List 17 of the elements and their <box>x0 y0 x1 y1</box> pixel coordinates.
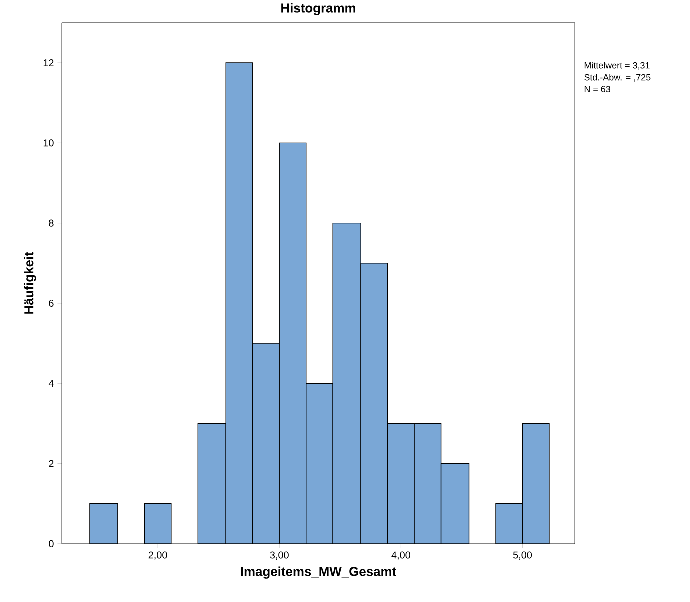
x-tick-label: 4,00 <box>392 552 410 560</box>
chart-title: Histogramm <box>282 3 356 16</box>
text: N = 63 <box>584 86 610 93</box>
y-axis-title: Häufigkeit <box>24 252 36 314</box>
y-tick-label: 6 <box>49 300 54 308</box>
y-tick-label: 2 <box>49 460 54 468</box>
y-tick-label: 10 <box>44 140 54 147</box>
y-tick-label: 0 <box>49 540 54 548</box>
x-tick-label: 5,00 <box>513 552 532 560</box>
y-tick-label: 4 <box>48 380 54 388</box>
y-tick-label: 12 <box>44 60 54 67</box>
text: Std.-Abw. = ,725 <box>584 74 651 82</box>
text: Mittelwert = 3,31 <box>584 62 650 70</box>
x-axis-title: Imageitems_MW_Gesamt <box>241 566 396 579</box>
x-tick-label: 3,00 <box>270 552 289 560</box>
y-tick-label: 8 <box>49 220 54 227</box>
x-tick-label: 2,00 <box>148 552 168 560</box>
